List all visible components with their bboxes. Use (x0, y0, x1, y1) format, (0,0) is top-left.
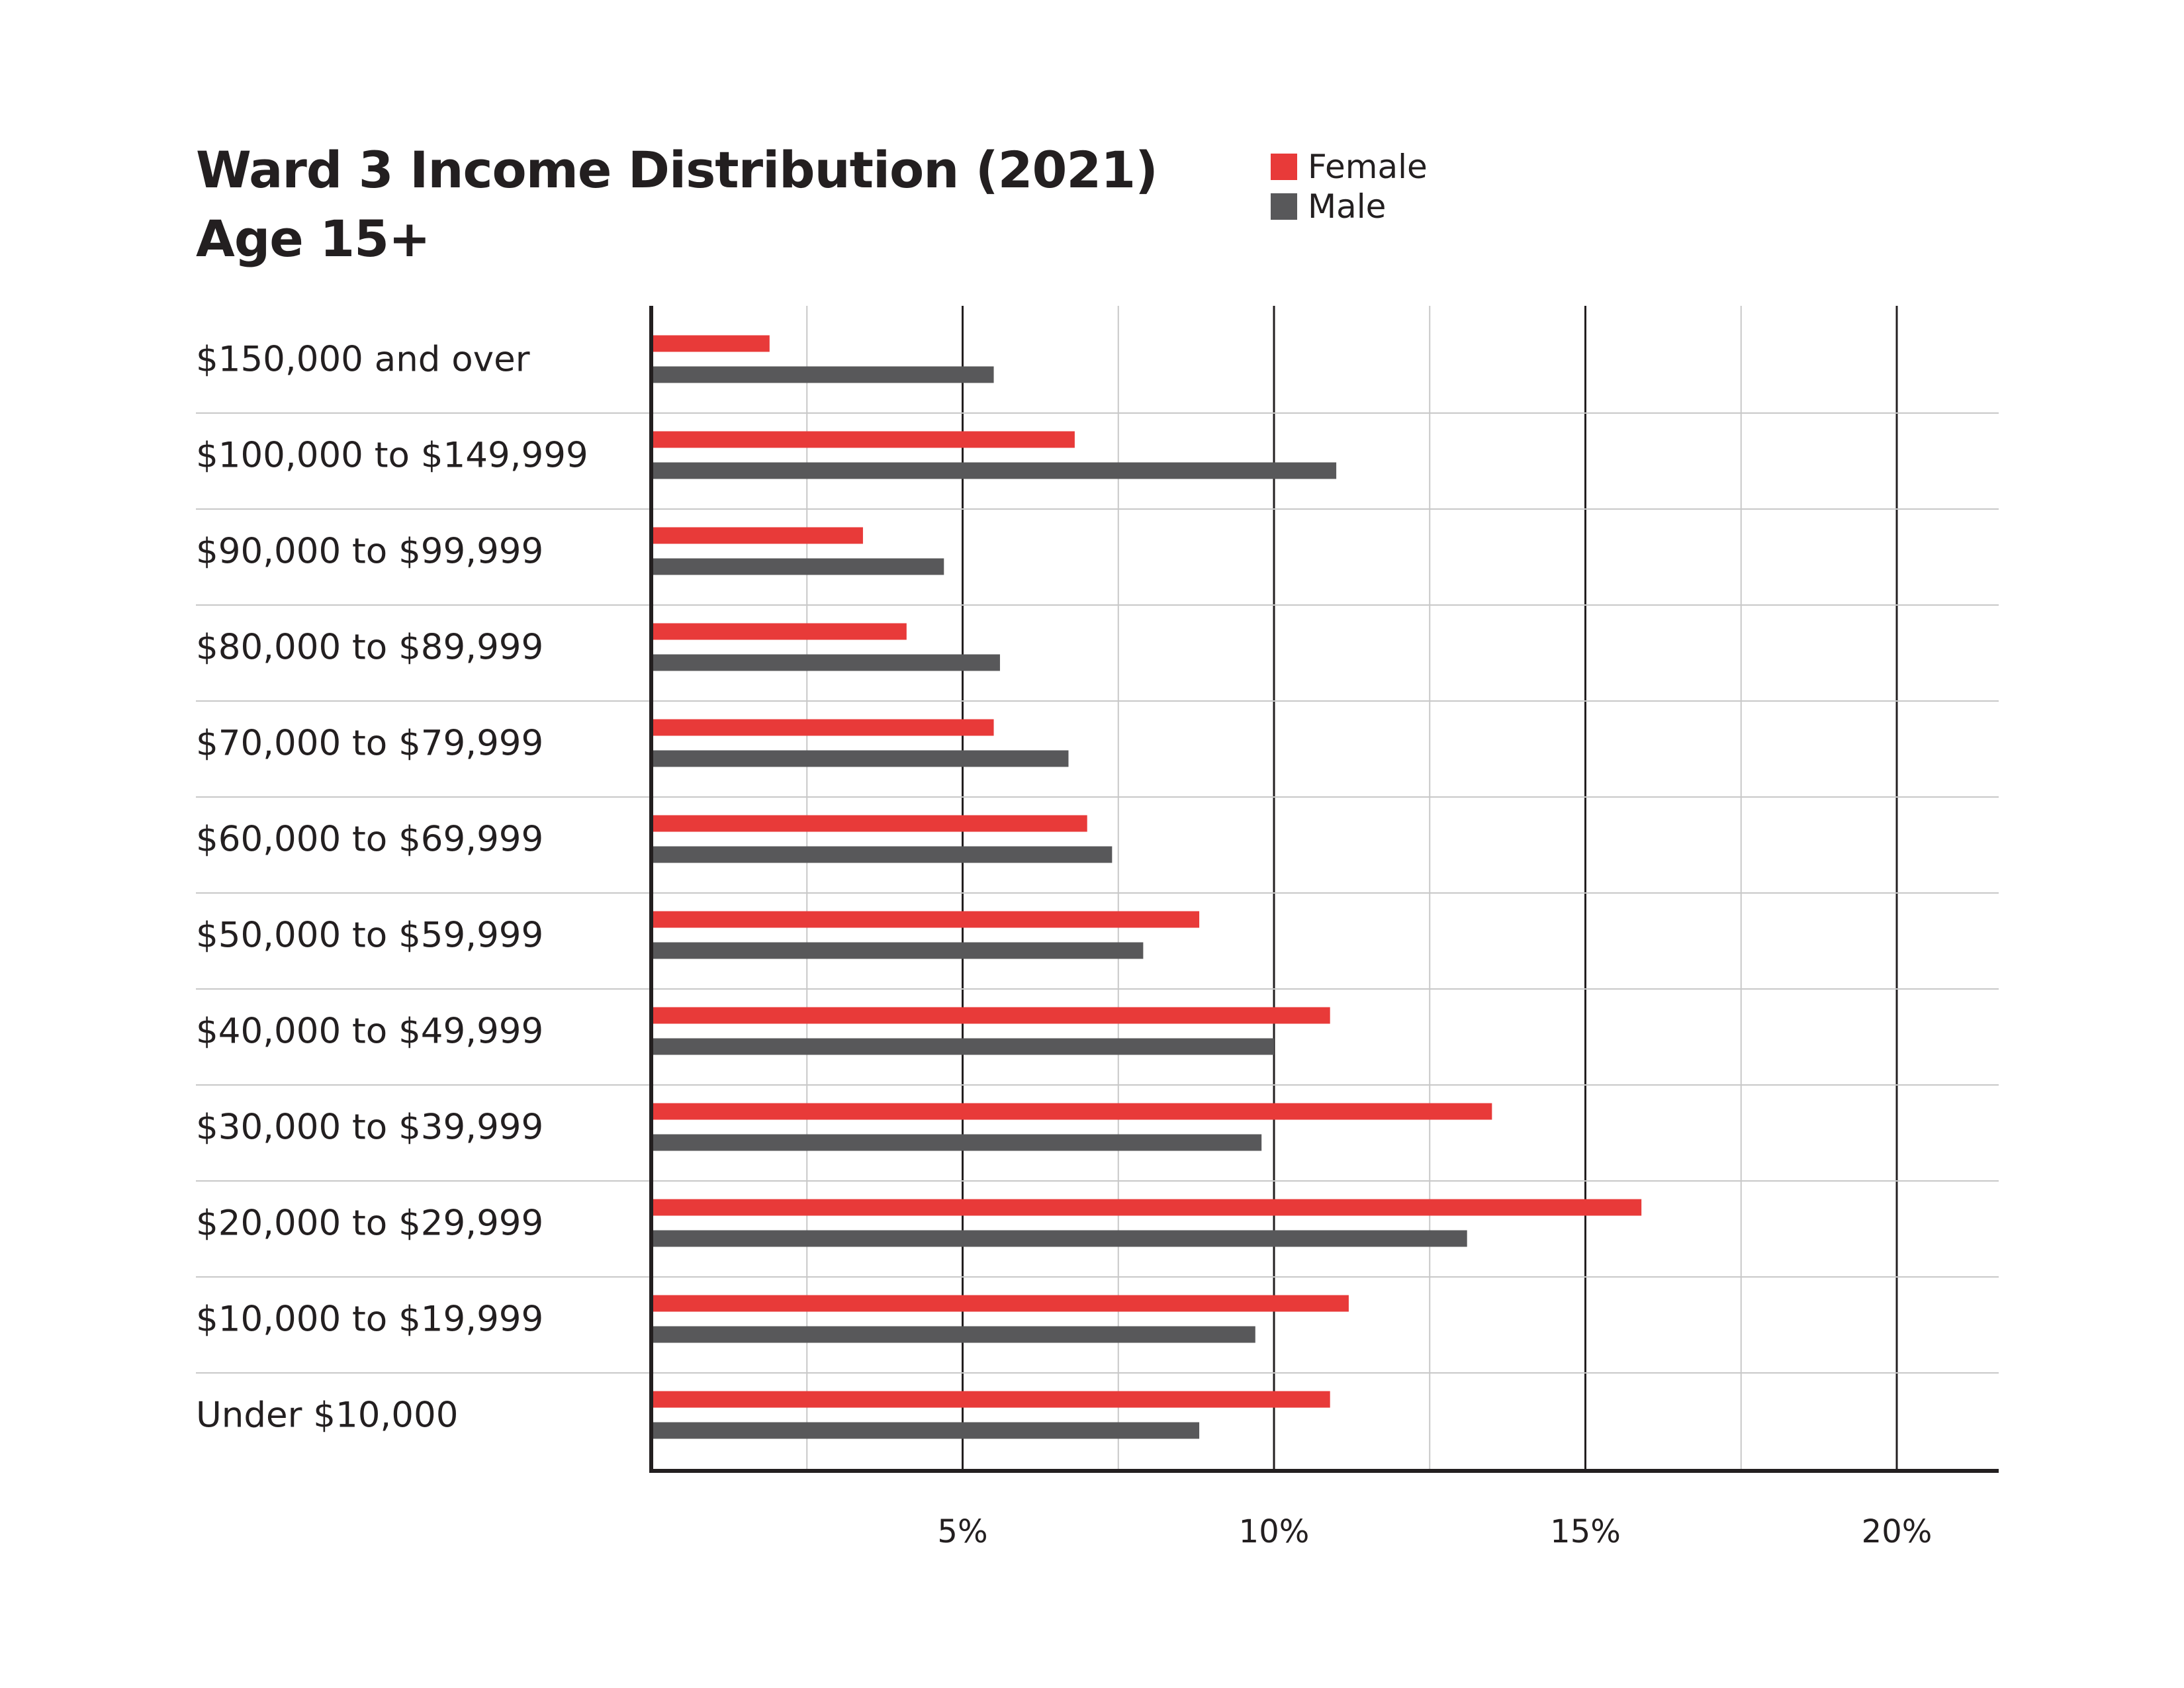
x-tick-label: 10% (1239, 1513, 1310, 1550)
bar-male (651, 750, 1069, 767)
legend-swatch-female (1271, 154, 1297, 180)
bar-male (651, 1038, 1274, 1055)
bar-male (651, 1230, 1467, 1247)
x-tick-label: 15% (1550, 1513, 1621, 1550)
bar-female (651, 1103, 1492, 1120)
legend-item-male: Male (1271, 187, 1428, 226)
bar-female (651, 1391, 1330, 1408)
bar-male (651, 846, 1113, 863)
category-label: $100,000 to $149,999 (196, 436, 588, 476)
bar-female (651, 527, 863, 544)
bar-male (651, 558, 944, 575)
category-label: $30,000 to $39,999 (196, 1107, 543, 1148)
bar-female (651, 911, 1200, 928)
chart-title-line-2: Age 15+ (196, 209, 431, 268)
bar-female (651, 1199, 1642, 1216)
legend-item-female: Female (1271, 147, 1428, 187)
category-label: Under $10,000 (196, 1395, 458, 1436)
bar-male (651, 942, 1144, 959)
category-label: $150,000 and over (196, 340, 530, 380)
bar-male (651, 1326, 1255, 1343)
category-label: $20,000 to $29,999 (196, 1203, 543, 1244)
category-label: $10,000 to $19,999 (196, 1299, 543, 1340)
chart-title-line-1: Ward 3 Income Distribution (2021) (196, 140, 1158, 199)
bar-female (651, 335, 770, 352)
category-label: $50,000 to $59,999 (196, 915, 543, 956)
chart-title: Ward 3 Income Distribution (2021) Age 15… (196, 136, 1158, 273)
legend: Female Male (1271, 147, 1428, 226)
bar-female (651, 815, 1087, 832)
bar-female (651, 719, 994, 736)
category-label: $90,000 to $99,999 (196, 532, 543, 572)
legend-label-male: Male (1308, 187, 1387, 226)
category-label: $40,000 to $49,999 (196, 1011, 543, 1052)
bar-male (651, 1134, 1262, 1151)
legend-label-female: Female (1308, 148, 1428, 186)
x-tick-label: 5% (937, 1513, 987, 1550)
category-label: $70,000 to $79,999 (196, 724, 543, 764)
bar-male (651, 1422, 1200, 1439)
bar-female (651, 1007, 1330, 1024)
bar-male (651, 654, 1000, 671)
bar-female (651, 1295, 1349, 1312)
category-label: $80,000 to $89,999 (196, 628, 543, 668)
x-tick-label: 20% (1862, 1513, 1933, 1550)
bar-female (651, 623, 907, 640)
bar-male (651, 366, 994, 383)
legend-swatch-male (1271, 193, 1297, 220)
category-label: $60,000 to $69,999 (196, 820, 543, 860)
bar-female (651, 431, 1075, 448)
bar-male (651, 462, 1337, 479)
